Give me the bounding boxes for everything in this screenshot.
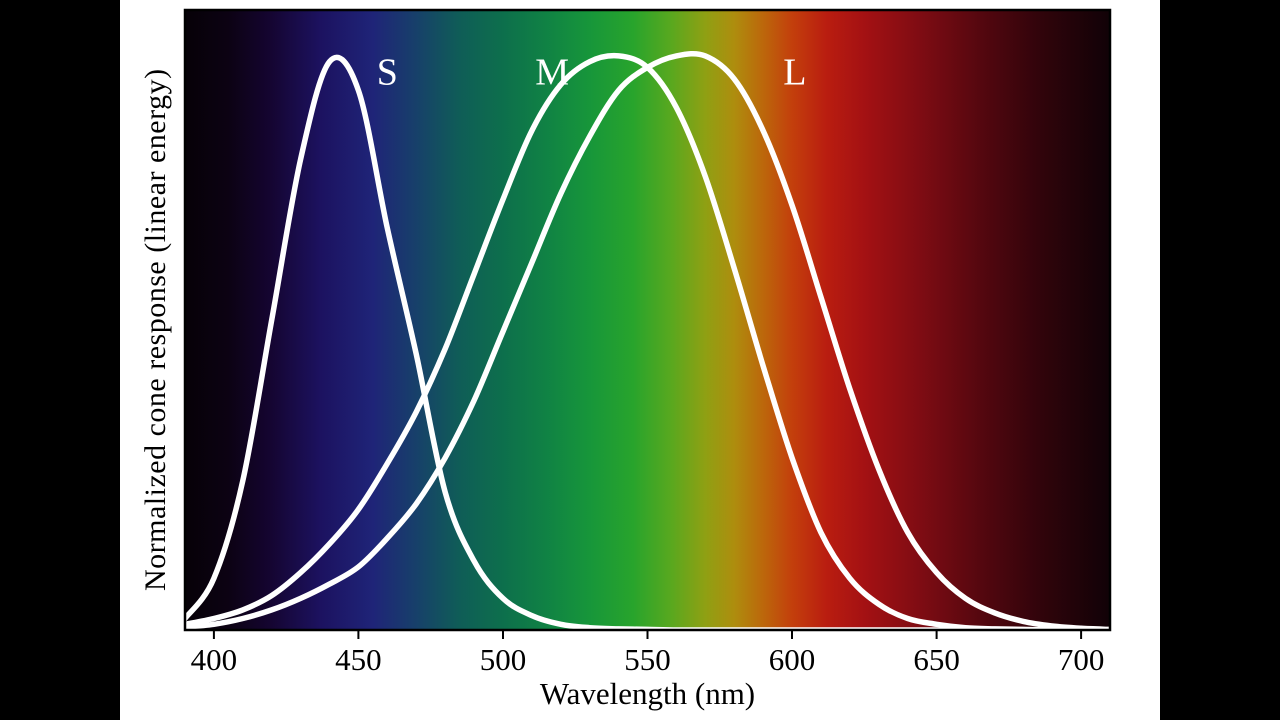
l-curve-label: L (783, 52, 806, 94)
s-curve-label: S (377, 52, 398, 94)
x-tick-label: 400 (191, 642, 238, 677)
letterbox-left (0, 0, 120, 720)
l-cone-curve (185, 50, 1110, 630)
s-cone-curve (185, 54, 1110, 630)
x-tick-label: 550 (624, 642, 671, 677)
x-tick-label: 450 (335, 642, 382, 677)
plot-frame (183, 8, 1112, 632)
spectrum-background (185, 10, 1110, 630)
x-tick-label: 700 (1058, 642, 1105, 677)
x-tick-label: 500 (480, 642, 527, 677)
cone-response-chart: S M L 400 450 500 550 600 650 700 (183, 8, 1112, 677)
m-curve-label: M (535, 52, 569, 94)
letterbox-right (1160, 0, 1280, 720)
x-tick-label: 650 (913, 642, 960, 677)
curves-group (185, 50, 1110, 630)
x-tick-label: 600 (769, 642, 816, 677)
m-cone-curve (185, 52, 1110, 630)
x-axis-label: Wavelength (nm) (539, 676, 756, 711)
chart-panel: Normalized cone response (linear energy)… (120, 0, 1160, 720)
